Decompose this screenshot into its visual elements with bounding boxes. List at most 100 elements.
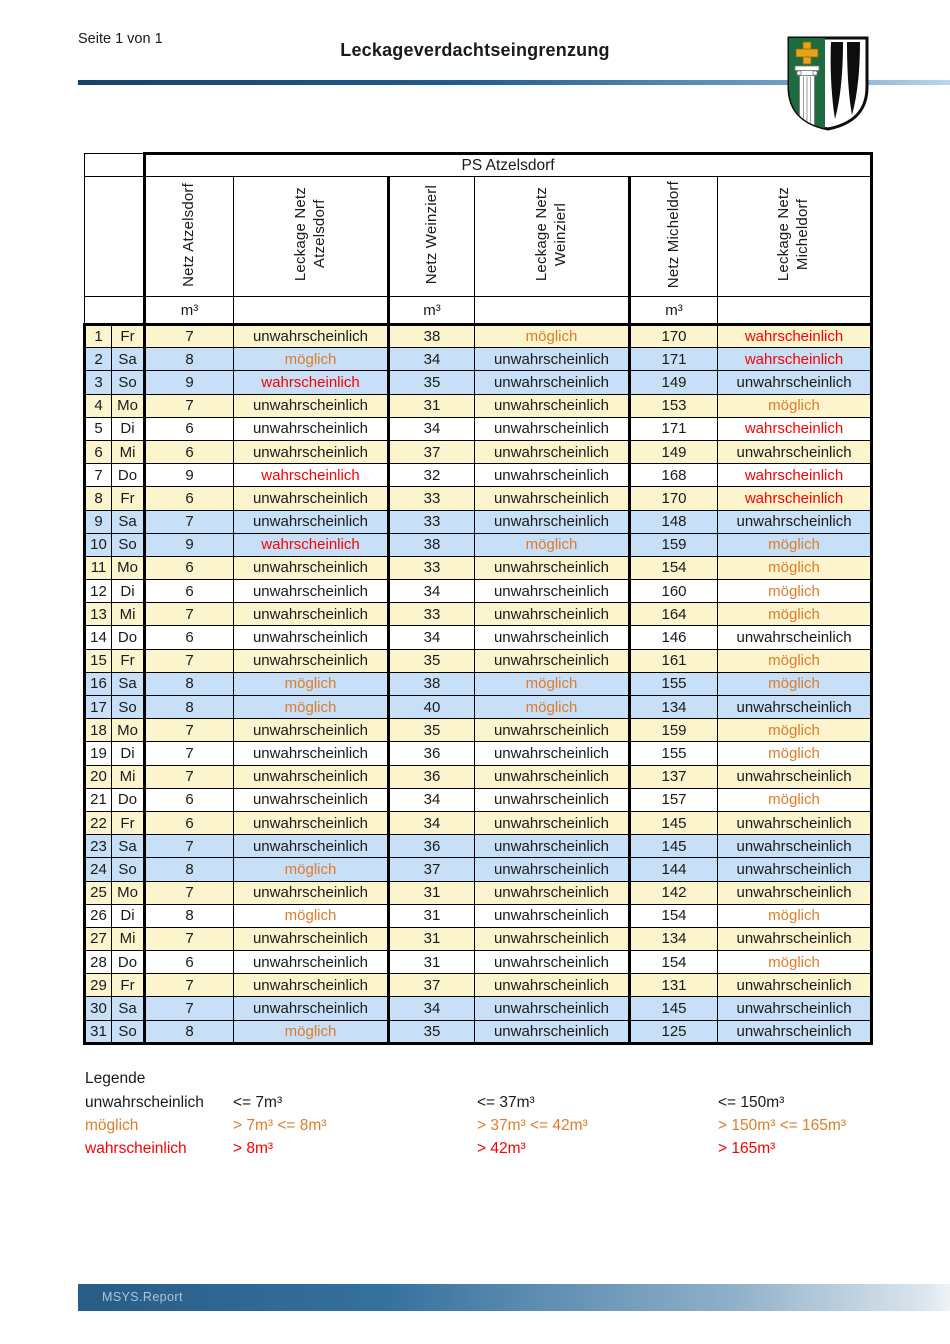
weekday-cell: Fr xyxy=(111,486,145,511)
table-row: 30 Sa 7 unwahrscheinlich 34 unwahrschein… xyxy=(83,996,874,1021)
net-volume-cell: 168 xyxy=(628,463,718,488)
net-volume-cell: 125 xyxy=(628,1019,718,1045)
day-number-cell: 20 xyxy=(83,764,112,789)
leakage-status-cell: unwahrscheinlich xyxy=(233,439,389,465)
footer-bar: MSYS.Report xyxy=(78,1284,950,1311)
day-number-cell: 15 xyxy=(83,648,112,673)
column-header-label: Netz Atzelsdorf xyxy=(180,182,198,287)
net-volume-cell: 32 xyxy=(387,463,475,488)
leakage-status-cell: wahrscheinlich xyxy=(233,463,389,488)
page-title: Leckageverdachtseingrenzung xyxy=(340,40,610,60)
table-row: 25 Mo 7 unwahrscheinlich 31 unwahrschein… xyxy=(83,880,874,905)
legend-term: wahrscheinlich xyxy=(85,1140,187,1157)
net-volume-cell: 7 xyxy=(143,996,234,1021)
table-row: 3 So 9 wahrscheinlich 35 unwahrscheinlic… xyxy=(83,370,874,395)
day-number-cell: 16 xyxy=(83,671,112,697)
net-volume-cell: 6 xyxy=(143,486,234,511)
leakage-status-cell: möglich xyxy=(474,322,630,349)
leakage-status-cell: möglich xyxy=(716,579,874,604)
legend-row: wahrscheinlich > 8m³ > 42m³ > 165m³ xyxy=(85,1137,905,1160)
unit-cell: m³ xyxy=(387,296,475,326)
leakage-status-cell: möglich xyxy=(716,950,874,975)
header-spacer xyxy=(84,176,145,297)
leakage-status-cell: unwahrscheinlich xyxy=(474,1019,630,1045)
leakage-status-cell: unwahrscheinlich xyxy=(233,880,389,905)
leakage-status-cell: unwahrscheinlich xyxy=(233,579,389,604)
legend-threshold-micheldorf: > 165m³ xyxy=(718,1140,776,1157)
leakage-status-cell: unwahrscheinlich xyxy=(474,393,630,418)
net-volume-cell: 142 xyxy=(628,880,718,905)
leakage-status-cell: unwahrscheinlich xyxy=(716,810,874,836)
net-volume-cell: 159 xyxy=(628,532,718,557)
leakage-status-cell: unwahrscheinlich xyxy=(716,694,874,720)
table-row: 29 Fr 7 unwahrscheinlich 37 unwahrschein… xyxy=(83,973,874,998)
leakage-status-cell: unwahrscheinlich xyxy=(233,555,389,581)
weekday-cell: Sa xyxy=(111,996,145,1021)
weekday-cell: Sa xyxy=(111,671,145,697)
report-table-body: PS Atzelsdorf Netz Atzelsdorf Leckage Ne… xyxy=(83,152,874,1045)
weekday-cell: Sa xyxy=(111,509,145,534)
column-header-label: Leckage Netz Atzelsdorf xyxy=(291,187,328,282)
legend-threshold-atzelsdorf: > 7m³ <= 8m³ xyxy=(233,1117,327,1134)
leakage-status-cell: unwahrscheinlich xyxy=(716,509,874,534)
net-volume-cell: 157 xyxy=(628,787,718,812)
net-volume-cell: 33 xyxy=(387,555,475,581)
net-volume-cell: 145 xyxy=(628,834,718,859)
net-volume-cell: 8 xyxy=(143,671,234,697)
weekday-cell: Di xyxy=(111,416,145,441)
day-number-cell: 13 xyxy=(83,602,112,627)
column-header-label: Leckage Netz Weinzierl xyxy=(532,187,569,282)
leakage-status-cell: unwahrscheinlich xyxy=(474,509,630,534)
leakage-status-cell: unwahrscheinlich xyxy=(233,996,389,1021)
leakage-status-cell: unwahrscheinlich xyxy=(716,973,874,998)
leakage-status-cell: wahrscheinlich xyxy=(716,347,874,372)
net-volume-cell: 31 xyxy=(387,926,475,952)
net-volume-cell: 134 xyxy=(628,926,718,952)
leakage-status-cell: wahrscheinlich xyxy=(716,416,874,441)
leakage-status-cell: unwahrscheinlich xyxy=(474,718,630,743)
legend-term: möglich xyxy=(85,1117,139,1134)
net-volume-cell: 34 xyxy=(387,996,475,1021)
net-volume-cell: 35 xyxy=(387,370,475,395)
net-volume-cell: 7 xyxy=(143,393,234,418)
net-volume-cell: 34 xyxy=(387,347,475,372)
net-volume-cell: 35 xyxy=(387,718,475,743)
net-volume-cell: 131 xyxy=(628,973,718,998)
net-volume-cell: 6 xyxy=(143,439,234,465)
table-row: 22 Fr 6 unwahrscheinlich 34 unwahrschein… xyxy=(83,810,874,836)
table-row: 10 So 9 wahrscheinlich 38 möglich 159 mö… xyxy=(83,532,874,557)
net-volume-cell: 149 xyxy=(628,439,718,465)
table-row: 21 Do 6 unwahrscheinlich 34 unwahrschein… xyxy=(83,787,874,812)
weekday-cell: Sa xyxy=(111,834,145,859)
table-row: 15 Fr 7 unwahrscheinlich 35 unwahrschein… xyxy=(83,648,874,673)
weekday-cell: Fr xyxy=(111,322,145,349)
legend-row: unwahrscheinlich <= 7m³ <= 37m³ <= 150m³ xyxy=(85,1091,905,1114)
net-volume-cell: 7 xyxy=(143,718,234,743)
leakage-status-cell: unwahrscheinlich xyxy=(474,973,630,998)
net-volume-cell: 9 xyxy=(143,463,234,488)
leakage-status-cell: unwahrscheinlich xyxy=(233,602,389,627)
net-volume-cell: 144 xyxy=(628,857,718,882)
net-volume-cell: 154 xyxy=(628,950,718,975)
leakage-status-cell: unwahrscheinlich xyxy=(233,416,389,441)
net-volume-cell: 8 xyxy=(143,1019,234,1045)
weekday-cell: So xyxy=(111,370,145,395)
day-number-cell: 17 xyxy=(83,694,112,720)
leakage-status-cell: unwahrscheinlich xyxy=(716,996,874,1021)
net-volume-cell: 38 xyxy=(387,671,475,697)
unit-cell xyxy=(474,296,630,326)
net-volume-cell: 34 xyxy=(387,810,475,836)
leakage-status-cell: möglich xyxy=(716,393,874,418)
day-number-cell: 25 xyxy=(83,880,112,905)
table-row: 6 Mi 6 unwahrscheinlich 37 unwahrscheinl… xyxy=(83,439,874,465)
legend-threshold-weinzierl: > 42m³ xyxy=(477,1140,526,1157)
leakage-status-cell: unwahrscheinlich xyxy=(474,996,630,1021)
table-row: 20 Mi 7 unwahrscheinlich 36 unwahrschein… xyxy=(83,764,874,789)
table-row: 11 Mo 6 unwahrscheinlich 33 unwahrschein… xyxy=(83,555,874,581)
weekday-cell: Di xyxy=(111,579,145,604)
net-volume-cell: 9 xyxy=(143,532,234,557)
net-volume-cell: 134 xyxy=(628,694,718,720)
leakage-status-cell: unwahrscheinlich xyxy=(233,810,389,836)
day-number-cell: 5 xyxy=(83,416,112,441)
net-volume-cell: 164 xyxy=(628,602,718,627)
